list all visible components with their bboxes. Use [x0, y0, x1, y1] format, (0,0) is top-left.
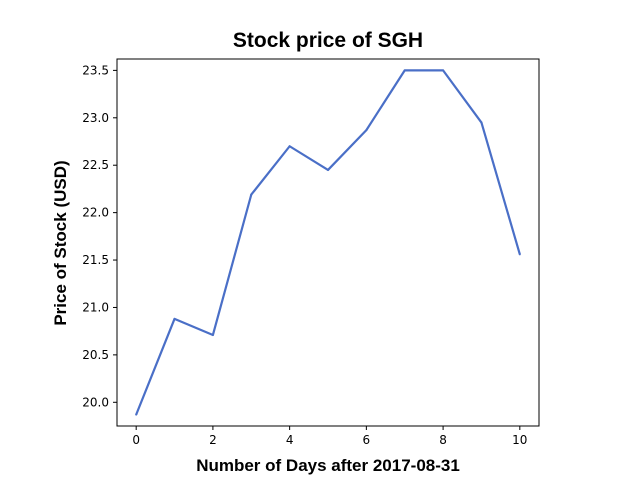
- y-tick-label: 22.5: [82, 158, 109, 172]
- data-point: [442, 69, 445, 72]
- data-point: [135, 413, 138, 416]
- plot-area: [116, 58, 540, 427]
- data-point: [211, 333, 214, 336]
- y-tick-label: 21.5: [82, 253, 109, 267]
- data-point: [480, 121, 483, 124]
- y-axis-label: Price of Stock (USD): [51, 160, 70, 325]
- x-axis-label: Number of Days after 2017-08-31: [196, 456, 460, 475]
- data-point: [173, 317, 176, 320]
- x-axis: 0 2 4 6 8 10: [132, 426, 527, 447]
- data-point: [403, 69, 406, 72]
- data-point: [327, 168, 329, 171]
- y-tick-label: 21.0: [82, 300, 109, 314]
- x-tick-label: 0: [132, 433, 140, 447]
- data-point: [288, 145, 291, 148]
- series-line: [135, 69, 521, 416]
- x-tick-label: 8: [439, 433, 447, 447]
- x-tick-label: 6: [363, 433, 371, 447]
- y-axis: 20.0 20.5 21.0 21.5 22.0 22.5 23.0 23.5: [82, 63, 117, 409]
- data-point: [365, 129, 368, 132]
- y-tick-label: 20.5: [82, 348, 109, 362]
- chart-title: Stock price of SGH: [233, 29, 423, 52]
- x-tick-label: 4: [286, 433, 294, 447]
- y-tick-label: 20.0: [82, 395, 109, 409]
- y-tick-label: 23.5: [82, 63, 109, 77]
- x-tick-label: 2: [209, 433, 217, 447]
- plot-frame: [116, 58, 540, 427]
- x-tick-label: 10: [512, 433, 527, 447]
- data-points: [135, 69, 521, 416]
- y-tick-label: 22.0: [82, 206, 109, 220]
- y-tick-label: 23.0: [82, 111, 109, 125]
- data-point: [250, 193, 253, 196]
- data-point: [518, 253, 521, 256]
